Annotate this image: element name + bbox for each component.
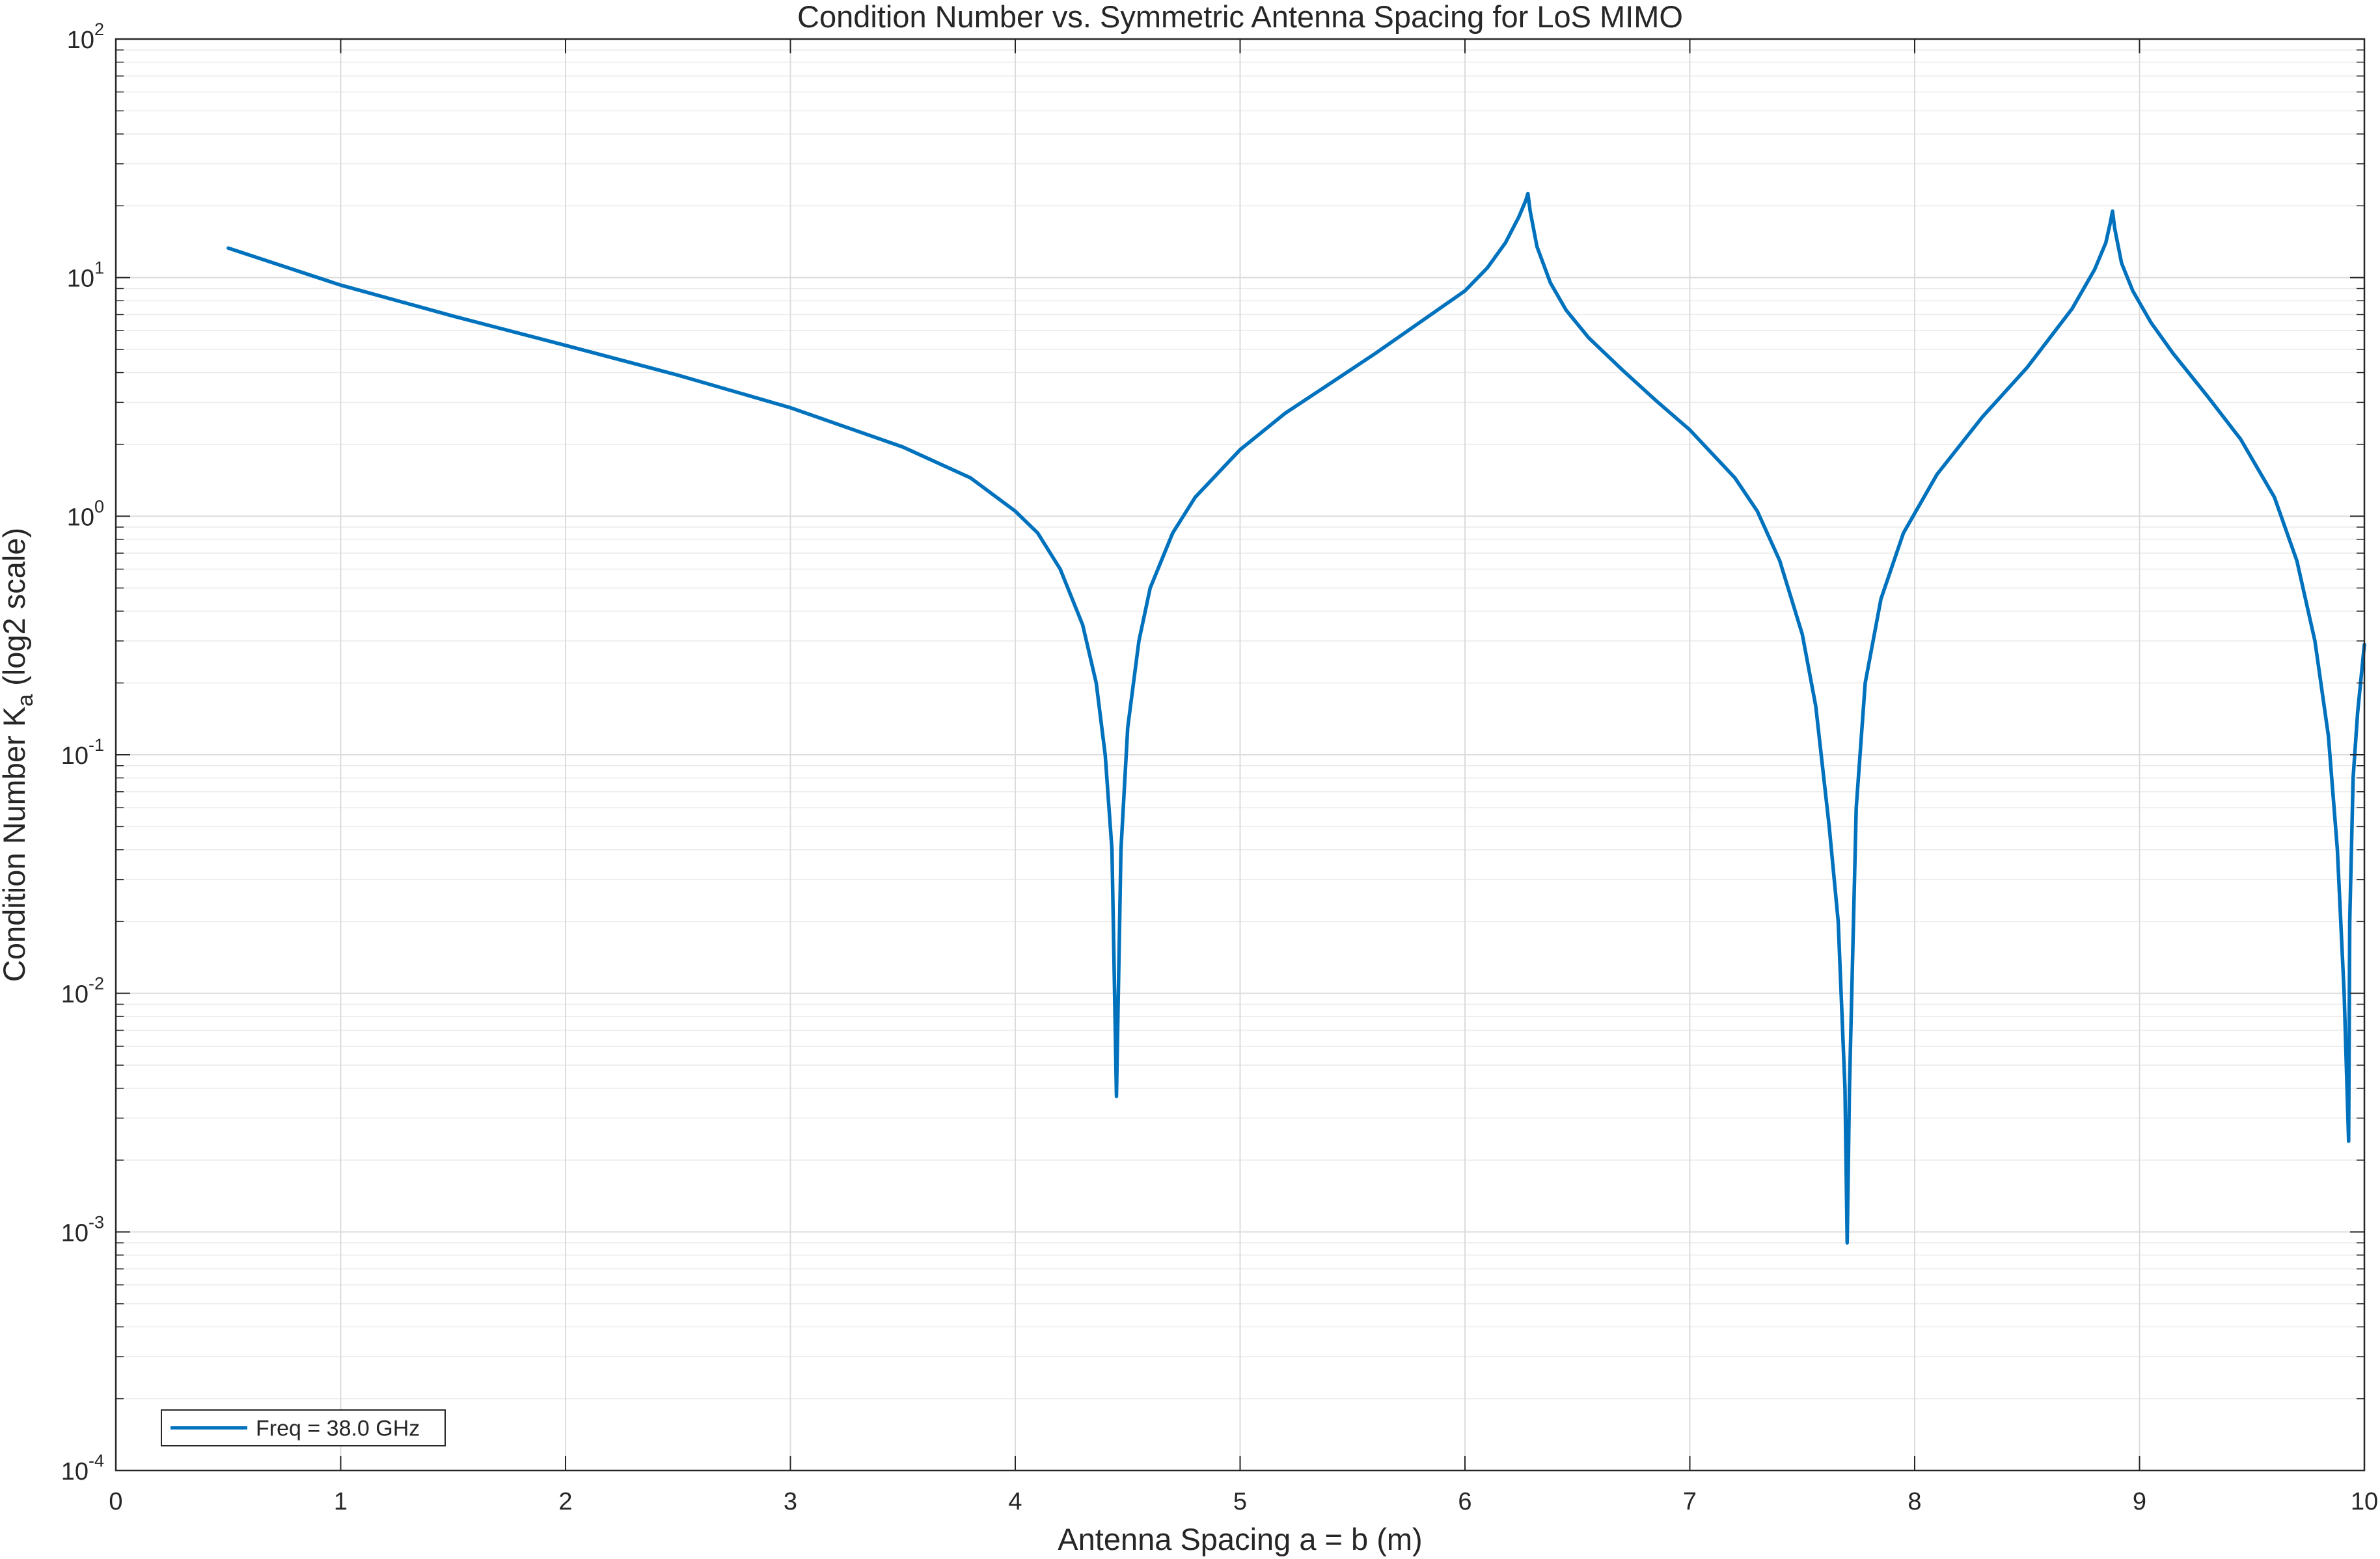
x-axis-label: Antenna Spacing a = b (m) <box>1058 1522 1422 1556</box>
legend[interactable]: Freq = 38.0 GHz <box>161 1409 446 1446</box>
y-tick-label: 10-3 <box>61 1212 104 1247</box>
y-tick-exponent: 0 <box>94 496 104 516</box>
x-tick-label: 10 <box>2351 1488 2378 1515</box>
y-tick-exponent: -2 <box>89 974 104 994</box>
x-tick-label: 2 <box>558 1488 572 1515</box>
x-tick-label: 5 <box>1233 1488 1247 1515</box>
y-tick-label: 100 <box>67 496 104 531</box>
y-tick-base: 10 <box>67 27 94 54</box>
y-tick-base: 10 <box>61 1458 89 1485</box>
y-tick-exponent: -4 <box>89 1451 104 1471</box>
chart-title: Condition Number vs. Symmetric Antenna S… <box>797 0 1683 34</box>
y-tick-label: 10-1 <box>61 735 104 770</box>
y-tick-exponent: -1 <box>89 735 104 755</box>
y-tick-label: 101 <box>67 258 104 293</box>
y-tick-label: 10-4 <box>61 1451 104 1485</box>
y-tick-base: 10 <box>61 742 89 770</box>
x-tick-label: 4 <box>1008 1488 1022 1515</box>
x-tick-label: 9 <box>2133 1488 2146 1515</box>
x-tick-label: 7 <box>1683 1488 1697 1515</box>
legend-label: Freq = 38.0 GHz <box>256 1417 420 1441</box>
y-axis-label-suffix: (log2 scale) <box>0 528 31 694</box>
x-tick-labels: 0 1 2 3 4 5 6 7 8 9 10 <box>109 1488 2378 1515</box>
y-tick-base: 10 <box>61 1219 89 1247</box>
x-tick-label: 1 <box>334 1488 348 1515</box>
series-line <box>226 191 2366 1245</box>
y-axis-label-main: Condition Number K <box>0 707 31 982</box>
series-layer <box>226 191 2366 1245</box>
x-tick-label: 0 <box>109 1488 122 1515</box>
y-tick-exponent: 2 <box>94 20 104 39</box>
y-tick-exponent: 1 <box>94 258 104 278</box>
x-tick-label: 3 <box>784 1488 797 1515</box>
y-tick-exponent: -3 <box>89 1212 104 1232</box>
y-axis-label-subscript: a <box>13 694 38 707</box>
y-tick-label: 10-2 <box>61 974 104 1009</box>
x-tick-label: 6 <box>1458 1488 1471 1515</box>
y-tick-base: 10 <box>61 981 89 1009</box>
y-tick-base: 10 <box>67 504 94 531</box>
y-tick-label: 102 <box>67 20 104 54</box>
y-axis-label: Condition Number Ka (log2 scale) <box>0 528 38 982</box>
x-tick-label: 8 <box>1908 1488 1921 1515</box>
axis-ticks <box>115 38 2365 1471</box>
y-tick-base: 10 <box>67 265 94 293</box>
